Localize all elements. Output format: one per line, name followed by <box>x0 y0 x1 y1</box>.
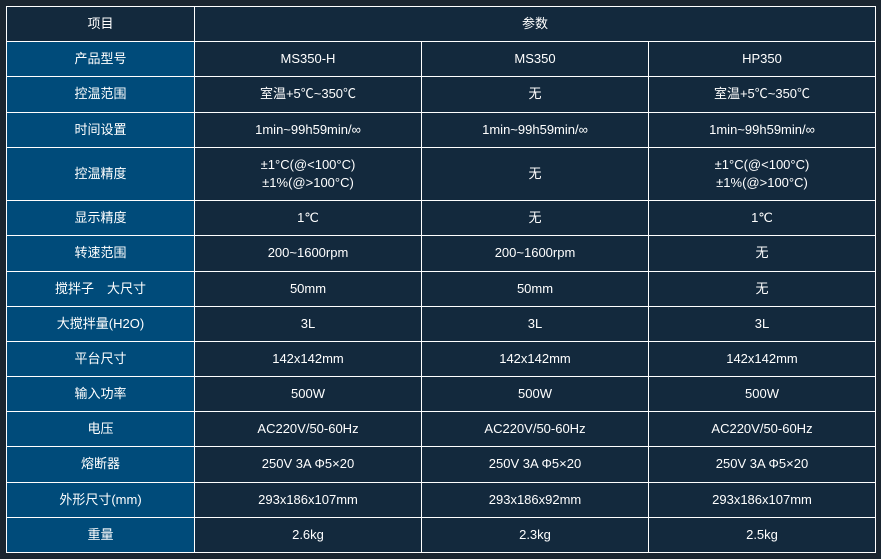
table-row: 大搅拌量(H2O)3L3L3L <box>7 306 876 341</box>
row-value: 142x142mm <box>422 341 649 376</box>
table-row: 转速范围200~1600rpm200~1600rpm无 <box>7 236 876 271</box>
row-value: 500W <box>649 377 876 412</box>
row-label: 转速范围 <box>7 236 195 271</box>
row-label: 重量 <box>7 517 195 552</box>
row-label: 熔断器 <box>7 447 195 482</box>
table-row: 输入功率500W500W500W <box>7 377 876 412</box>
row-value: 2.6kg <box>195 517 422 552</box>
row-label: 搅拌子 大尺寸 <box>7 271 195 306</box>
row-value: 293x186x92mm <box>422 482 649 517</box>
table-row: 产品型号MS350-HMS350HP350 <box>7 42 876 77</box>
row-value: 142x142mm <box>195 341 422 376</box>
table-row: 搅拌子 大尺寸50mm50mm无 <box>7 271 876 306</box>
header-params-col: 参数 <box>195 7 876 42</box>
row-value: 293x186x107mm <box>649 482 876 517</box>
row-label: 产品型号 <box>7 42 195 77</box>
table-row: 控温范围室温+5℃~350℃无室温+5℃~350℃ <box>7 77 876 112</box>
table-row: 重量2.6kg2.3kg2.5kg <box>7 517 876 552</box>
row-value: AC220V/50-60Hz <box>195 412 422 447</box>
row-value: ±1°C(@<100°C)±1%(@>100°C) <box>649 147 876 200</box>
row-value: ±1°C(@<100°C)±1%(@>100°C) <box>195 147 422 200</box>
row-label: 平台尺寸 <box>7 341 195 376</box>
table-row: 平台尺寸142x142mm142x142mm142x142mm <box>7 341 876 376</box>
spec-table: 项目 参数 产品型号MS350-HMS350HP350控温范围室温+5℃~350… <box>6 6 876 553</box>
row-label: 时间设置 <box>7 112 195 147</box>
row-value: 200~1600rpm <box>195 236 422 271</box>
row-value: 无 <box>422 77 649 112</box>
row-value: 无 <box>422 147 649 200</box>
row-value: 3L <box>649 306 876 341</box>
row-value: 142x142mm <box>649 341 876 376</box>
row-value: 50mm <box>195 271 422 306</box>
spec-tbody: 产品型号MS350-HMS350HP350控温范围室温+5℃~350℃无室温+5… <box>7 42 876 553</box>
row-value: MS350-H <box>195 42 422 77</box>
row-value: 1min~99h59min/∞ <box>422 112 649 147</box>
table-row: 控温精度±1°C(@<100°C)±1%(@>100°C)无±1°C(@<100… <box>7 147 876 200</box>
header-row: 项目 参数 <box>7 7 876 42</box>
row-value: 500W <box>195 377 422 412</box>
row-value: 250V 3A Φ5×20 <box>195 447 422 482</box>
row-value: 无 <box>649 271 876 306</box>
row-value: 无 <box>649 236 876 271</box>
row-label: 控温精度 <box>7 147 195 200</box>
table-row: 时间设置1min~99h59min/∞1min~99h59min/∞1min~9… <box>7 112 876 147</box>
row-value: 500W <box>422 377 649 412</box>
row-value: 1℃ <box>649 201 876 236</box>
row-value: 3L <box>195 306 422 341</box>
row-value: 无 <box>422 201 649 236</box>
row-label: 显示精度 <box>7 201 195 236</box>
row-value: 1℃ <box>195 201 422 236</box>
row-value: 50mm <box>422 271 649 306</box>
row-value: 1min~99h59min/∞ <box>649 112 876 147</box>
row-label: 控温范围 <box>7 77 195 112</box>
row-value: HP350 <box>649 42 876 77</box>
row-label: 电压 <box>7 412 195 447</box>
row-value: AC220V/50-60Hz <box>649 412 876 447</box>
table-row: 电压AC220V/50-60HzAC220V/50-60HzAC220V/50-… <box>7 412 876 447</box>
row-value: 250V 3A Φ5×20 <box>422 447 649 482</box>
table-row: 熔断器250V 3A Φ5×20250V 3A Φ5×20250V 3A Φ5×… <box>7 447 876 482</box>
row-value: 室温+5℃~350℃ <box>195 77 422 112</box>
row-label: 输入功率 <box>7 377 195 412</box>
row-value: 2.3kg <box>422 517 649 552</box>
row-label: 大搅拌量(H2O) <box>7 306 195 341</box>
row-value: 室温+5℃~350℃ <box>649 77 876 112</box>
row-value: 2.5kg <box>649 517 876 552</box>
table-row: 显示精度1℃无1℃ <box>7 201 876 236</box>
row-value: AC220V/50-60Hz <box>422 412 649 447</box>
row-value: 200~1600rpm <box>422 236 649 271</box>
row-value: MS350 <box>422 42 649 77</box>
table-row: 外形尺寸(mm)293x186x107mm293x186x92mm293x186… <box>7 482 876 517</box>
row-value: 1min~99h59min/∞ <box>195 112 422 147</box>
row-label: 外形尺寸(mm) <box>7 482 195 517</box>
row-value: 3L <box>422 306 649 341</box>
row-value: 293x186x107mm <box>195 482 422 517</box>
header-item-col: 项目 <box>7 7 195 42</box>
row-value: 250V 3A Φ5×20 <box>649 447 876 482</box>
